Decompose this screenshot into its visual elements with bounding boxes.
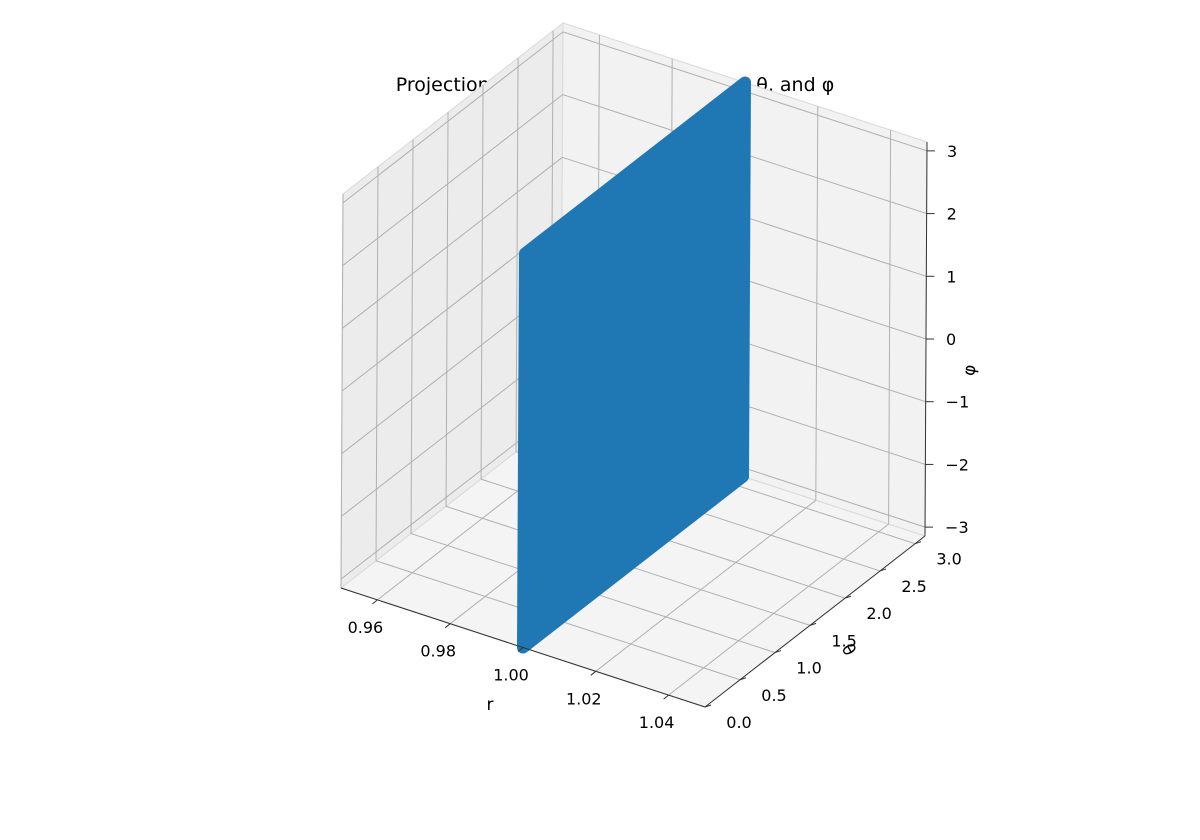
y-tick-label: 0.5 — [761, 686, 786, 705]
x-tick-mark — [663, 694, 669, 700]
z-tick-label: 0 — [946, 330, 956, 349]
x-tick-label: 1.04 — [639, 713, 675, 732]
y-axis-line — [704, 535, 926, 708]
x-tick-label: 1.00 — [493, 666, 529, 685]
y-tick-label: 1.0 — [796, 659, 821, 678]
grid-line-x-floor — [595, 499, 817, 672]
x-tick-mark — [372, 599, 378, 605]
y-tick-mark — [739, 677, 747, 681]
grid-line-z-left — [342, 94, 563, 266]
x-tick-label: 1.02 — [566, 689, 602, 708]
y-tick-mark — [774, 650, 782, 654]
y-tick-mark — [844, 595, 852, 599]
x-tick-mark — [590, 670, 597, 676]
y-tick-label: 1.5 — [831, 631, 856, 650]
grid-line-x-floor — [668, 523, 889, 696]
data-sheet — [517, 76, 751, 654]
z-tick-label: −2 — [945, 455, 969, 474]
z-tick-label: −3 — [945, 518, 969, 537]
y-tick-label: 0.0 — [726, 713, 751, 732]
z-tick-label: 2 — [947, 205, 957, 224]
x-tick-label: 0.96 — [348, 618, 384, 637]
y-tick-mark — [879, 568, 887, 572]
y-tick-mark — [914, 541, 922, 545]
z-axis-label: φ — [959, 363, 981, 378]
y-tick-label: 3.0 — [936, 550, 961, 569]
y-tick-label: 2.5 — [901, 577, 926, 596]
data-layer — [517, 76, 751, 654]
x-tick-mark — [444, 623, 451, 629]
x-tick-label: 0.98 — [420, 642, 456, 661]
y-tick-mark — [809, 622, 817, 626]
axes: 0.96 0.98 1.00 1.02 1.04 0.0 0.5 1.0 1.5 2.0 2.5 3.… — [340, 142, 970, 732]
grid-line-z-left — [342, 156, 563, 329]
x-axis-label: r — [487, 695, 494, 715]
z-tick-label: 3 — [947, 142, 957, 161]
y-tick-mark — [704, 704, 712, 708]
x-tick-mark — [517, 647, 524, 652]
grid-line-z-left — [342, 31, 564, 204]
z-tick-label: 1 — [946, 267, 956, 286]
y-tick-label: 2.0 — [866, 604, 891, 623]
z-tick-label: −1 — [946, 393, 970, 412]
